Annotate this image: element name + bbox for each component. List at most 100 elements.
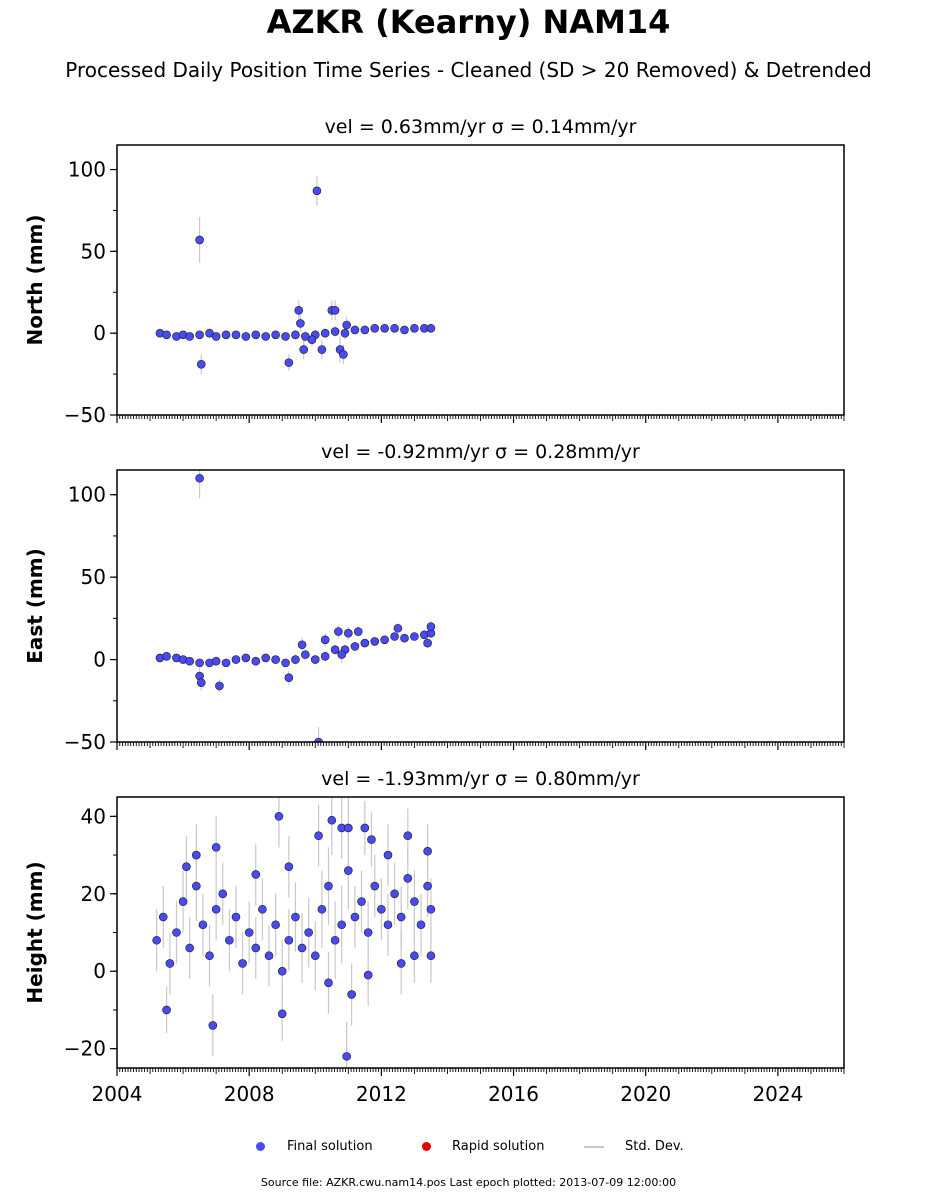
data-point bbox=[314, 831, 323, 841]
data-point bbox=[264, 951, 274, 961]
data-point bbox=[390, 323, 399, 333]
data-point bbox=[192, 850, 201, 860]
data-point bbox=[284, 862, 294, 871]
data-point bbox=[284, 358, 294, 367]
plot-frame bbox=[116, 144, 845, 416]
data-point bbox=[396, 912, 406, 922]
data-point bbox=[377, 904, 386, 914]
data-point bbox=[340, 328, 350, 338]
data-point bbox=[339, 350, 348, 359]
data-point bbox=[410, 951, 419, 961]
data-point bbox=[307, 335, 317, 345]
data-point bbox=[426, 323, 436, 333]
data-point bbox=[350, 325, 360, 335]
data-point bbox=[363, 970, 373, 980]
x-tick-label: 2004 bbox=[92, 1082, 143, 1106]
y-axis-label: North (mm) bbox=[23, 214, 47, 345]
data-point bbox=[320, 651, 330, 661]
data-point bbox=[337, 650, 347, 659]
y-tick-label: −50 bbox=[64, 730, 106, 754]
data-point bbox=[297, 943, 307, 953]
legend-item-std: Std. Dev. bbox=[584, 1136, 704, 1158]
data-point bbox=[218, 889, 228, 899]
data-point bbox=[342, 320, 351, 330]
data-point bbox=[330, 935, 340, 945]
y-tick-label: 100 bbox=[68, 158, 106, 182]
data-point bbox=[423, 846, 432, 856]
y-tick-label: 0 bbox=[93, 648, 106, 672]
data-point bbox=[182, 862, 191, 871]
data-point bbox=[185, 332, 194, 341]
data-point bbox=[261, 653, 271, 663]
data-point bbox=[383, 920, 393, 930]
panel-1: vel = -0.92mm/yr σ = 0.28mm/yr East (mm) −… bbox=[23, 441, 845, 754]
data-point bbox=[380, 323, 389, 333]
data-point bbox=[344, 866, 353, 875]
data-point bbox=[299, 345, 309, 354]
data-point bbox=[426, 951, 436, 961]
data-point bbox=[317, 345, 327, 354]
data-point bbox=[251, 656, 261, 666]
data-point bbox=[215, 681, 224, 691]
data-point bbox=[327, 815, 337, 825]
data-point bbox=[312, 186, 322, 196]
data-point bbox=[231, 330, 241, 340]
data-point bbox=[258, 904, 267, 914]
data-point bbox=[195, 473, 204, 483]
plot-frame bbox=[116, 796, 845, 1069]
y-tick-label: 20 bbox=[81, 882, 106, 906]
data-point bbox=[367, 835, 376, 844]
data-point bbox=[344, 823, 353, 833]
data-point bbox=[162, 1005, 171, 1015]
data-point bbox=[301, 650, 310, 659]
panel-title: vel = -1.93mm/yr σ = 0.80mm/yr bbox=[321, 768, 640, 790]
data-point bbox=[330, 327, 340, 336]
legend-item-rapid: Rapid solution bbox=[422, 1136, 572, 1158]
data-point bbox=[251, 943, 261, 953]
data-point bbox=[274, 812, 284, 821]
data-point bbox=[185, 656, 194, 666]
data-point bbox=[390, 889, 399, 899]
data-point bbox=[162, 330, 171, 340]
data-point bbox=[211, 904, 221, 914]
data-point bbox=[314, 737, 323, 742]
data-point bbox=[291, 330, 300, 340]
data-point bbox=[337, 920, 347, 930]
panel-2: vel = -1.93mm/yr σ = 0.80mm/yr Height (mm… bbox=[23, 768, 845, 1106]
y-tick-label: 50 bbox=[81, 565, 106, 589]
panel-title: vel = 0.63mm/yr σ = 0.14mm/yr bbox=[325, 116, 637, 138]
y-tick-label: 50 bbox=[81, 239, 106, 263]
figure-subtitle: Processed Daily Position Time Series - C… bbox=[65, 58, 872, 82]
data-point bbox=[271, 330, 280, 340]
source-note: Source file: AZKR.cwu.nam14.pos Last epo… bbox=[260, 1176, 677, 1189]
data-point bbox=[225, 935, 234, 945]
data-point bbox=[211, 656, 221, 666]
data-point bbox=[195, 330, 204, 340]
data-point bbox=[251, 870, 261, 879]
data-point bbox=[304, 928, 313, 937]
data-point bbox=[347, 990, 356, 999]
y-tick-label: −50 bbox=[64, 403, 106, 427]
data-point bbox=[380, 635, 389, 645]
legend-item-final: Final solution bbox=[256, 1136, 396, 1158]
data-point bbox=[320, 635, 330, 645]
final-solution-marker bbox=[256, 1142, 265, 1151]
y-tick-label: 100 bbox=[68, 483, 106, 507]
data-point bbox=[271, 655, 280, 664]
data-point bbox=[244, 928, 254, 937]
data-point bbox=[165, 959, 175, 968]
data-point bbox=[172, 928, 181, 937]
data-point bbox=[296, 319, 305, 328]
data-point bbox=[360, 638, 370, 648]
data-point bbox=[410, 323, 419, 333]
data-point bbox=[231, 655, 241, 664]
final-solution-label: Final solution bbox=[287, 1139, 373, 1154]
data-point bbox=[196, 359, 206, 369]
y-tick-label: 0 bbox=[93, 959, 106, 983]
data-point bbox=[416, 920, 426, 930]
x-tick-label: 2016 bbox=[488, 1082, 539, 1106]
x-tick-label: 2008 bbox=[224, 1082, 275, 1106]
data-point bbox=[178, 897, 188, 906]
data-point bbox=[403, 831, 413, 841]
data-point bbox=[297, 640, 307, 650]
